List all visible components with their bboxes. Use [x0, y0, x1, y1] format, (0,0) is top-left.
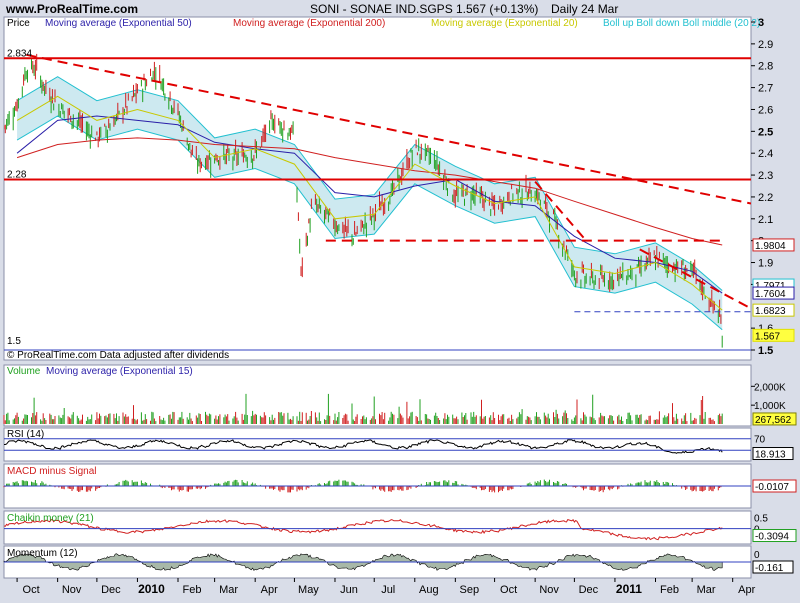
x-tick-label: May: [298, 584, 319, 596]
price-value-box-label: 1.7971: [755, 281, 786, 292]
x-tick-label: Nov: [62, 584, 82, 596]
macd-value-box-label: -0.0107: [755, 482, 789, 493]
bollinger-band-fill: [17, 76, 723, 330]
x-tick-label: Oct: [500, 584, 517, 596]
price-legend: Moving average (Exponential 50) Moving av…: [45, 18, 760, 29]
trend-line-short: [639, 248, 751, 310]
rsi-value-box: [752, 447, 794, 461]
chaikin-label: Chaikin money (21): [7, 513, 94, 524]
price-y-tick-label: 2.6: [758, 104, 773, 116]
price-y-tick-label: 2.1: [758, 214, 773, 226]
chaikin-y-tick-label: 0.5: [754, 513, 768, 524]
site-label[interactable]: www.ProRealTime.com: [5, 2, 138, 16]
price-value-box: [752, 286, 795, 300]
price-y-tick-label: 2.9: [758, 39, 773, 51]
indicator-layer: [3, 393, 751, 571]
price-y-tick-label: 2.2: [758, 192, 773, 204]
momentum-y-tick-label: 0: [754, 550, 760, 561]
price-y-tick-label: 3: [758, 17, 764, 29]
volume-y-tick-label: 1,000K: [754, 401, 786, 412]
x-tick-label: Feb: [660, 584, 679, 596]
price-value-box: [752, 328, 795, 342]
x-tick-label: Apr: [261, 584, 278, 596]
price-y-tick-label: 2.7: [758, 83, 773, 95]
volume-legend: Volume Moving average (Exponential 15): [7, 366, 193, 377]
chaikin-pane[interactable]: [3, 510, 752, 545]
volume-bars: [3, 393, 723, 424]
ema50-line: [16, 115, 723, 294]
x-tick-label: Oct: [23, 584, 40, 596]
x-tick-label: 2011: [616, 582, 642, 596]
price-value-box-label: 1.6823: [755, 306, 786, 317]
price-y-tick-label: 2.5: [758, 126, 773, 138]
x-tick-label: Dec: [579, 584, 599, 596]
price-pane[interactable]: [3, 16, 752, 361]
price-footer: © ProRealTime.com Data adjusted after di…: [7, 350, 229, 361]
x-tick-label: Sep: [460, 584, 480, 596]
price-value-box: [752, 303, 795, 317]
volume-value-box-label: 267,562: [755, 415, 792, 426]
trend-line-long: [26, 53, 751, 205]
x-tick-label: Dec: [101, 584, 121, 596]
x-tick-label: 2010: [138, 582, 165, 596]
volume-value-box: [752, 412, 797, 426]
trend-line-segment: [534, 180, 587, 242]
rsi-pane[interactable]: [3, 427, 752, 462]
level-label-15: 1.5: [7, 336, 21, 347]
period-label: Daily 24 Mar: [551, 2, 618, 16]
price-y-tick-label: 2.4: [758, 148, 773, 160]
momentum-label: Momentum (12): [7, 548, 78, 559]
price-value-box-label: 1.9804: [755, 241, 786, 252]
price-y-tick-label: 2.3: [758, 170, 773, 182]
price-value-box-label: 1.567: [755, 331, 780, 342]
volume-legend-item: Moving average (Exponential 15): [46, 366, 193, 377]
axes-layer: 2.834 2.28 1.5 3 2.9 2.8 2.7 2.6 2.5 2.4 2.3 2.2 2.1…: [7, 17, 797, 596]
momentum-area: [3, 553, 723, 571]
x-tick-label: Jul: [381, 584, 395, 596]
volume-y-tick-label: 2,000K: [754, 382, 786, 393]
x-tick-label: Aug: [419, 584, 439, 596]
price-y-tick-label: 1.5: [758, 345, 773, 357]
volume-legend-item: Volume: [7, 366, 41, 377]
price-value-box: [752, 238, 795, 252]
chaikin-line: [3, 519, 723, 541]
x-tick-label: Mar: [697, 584, 716, 596]
rsi-y-tick-label: 70: [754, 435, 766, 446]
level-label-2834: 2.834: [7, 48, 32, 59]
price-legend-item: Moving average (Exponential 50): [45, 18, 192, 29]
ema200-line: [16, 137, 723, 246]
rsi-line: [4, 439, 723, 454]
rsi-label: RSI (14): [7, 429, 44, 440]
macd-value-box: [752, 479, 797, 493]
quote-label: 1.567 (+0.13%): [456, 2, 538, 16]
chaikin-value-box: [752, 529, 797, 543]
momentum-value-box-label: -0.161: [755, 563, 784, 574]
ema20-line: [16, 95, 723, 311]
bollinger-lower-line: [16, 115, 723, 331]
macd-label: MACD minus Signal: [7, 466, 96, 477]
rsi-value-box-label: 18.913: [755, 450, 786, 461]
price-legend-item: Moving average (Exponential 200): [233, 18, 385, 29]
volume-pane[interactable]: [3, 364, 752, 427]
x-tick-label: Mar: [219, 584, 238, 596]
price-legend-item: Moving average (Exponential 20): [431, 18, 578, 29]
price-y-tick-label: 2.8: [758, 61, 773, 73]
price-y-tick-label: 1.9: [758, 258, 773, 270]
chaikin-value-box-label: -0.3094: [755, 532, 789, 543]
price-legend-item: Boll up Boll down Boll middle (20 2): [603, 18, 760, 29]
price-label: Price: [7, 18, 30, 29]
instrument-title: SONI - SONAE IND.SGPS: [310, 2, 453, 16]
x-tick-label: Nov: [539, 584, 559, 596]
x-tick-label: Apr: [738, 584, 755, 596]
x-tick-label: Feb: [183, 584, 202, 596]
price-value-box-label: 1.7604: [755, 289, 786, 300]
momentum-value-box: [752, 560, 794, 574]
price-layer: [4, 53, 751, 351]
x-tick-label: Jun: [340, 584, 358, 596]
level-label-228: 2.28: [7, 169, 27, 180]
